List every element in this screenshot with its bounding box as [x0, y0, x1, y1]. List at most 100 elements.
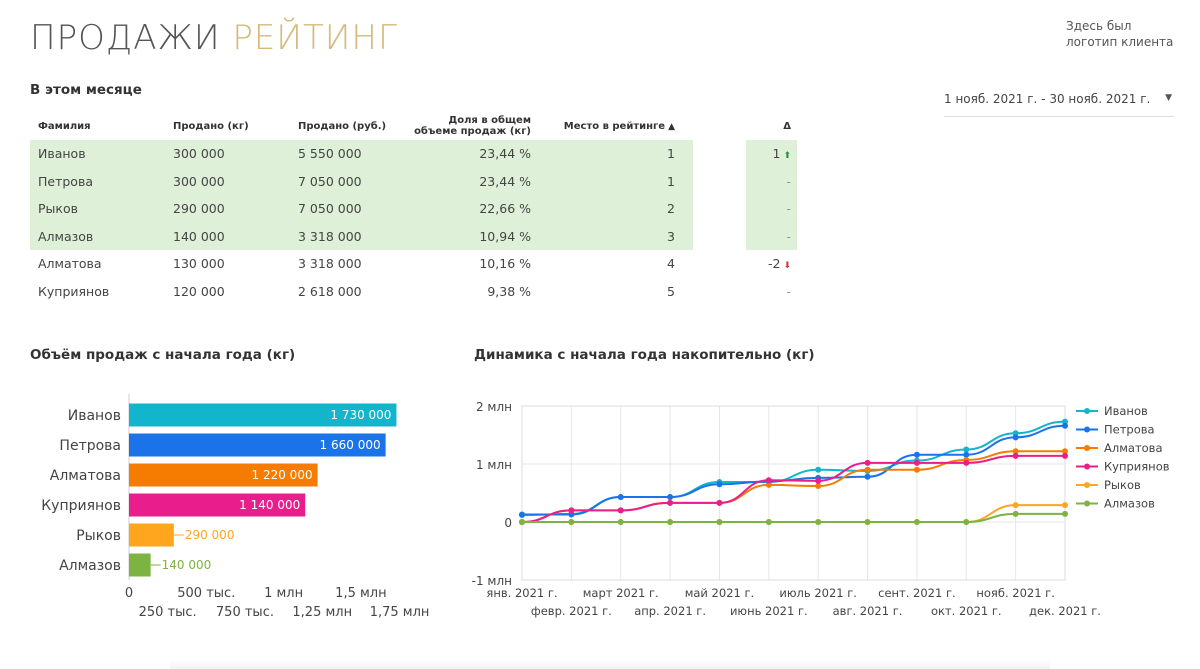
bar[interactable]: [129, 523, 174, 547]
line-x-tick-label: февр. 2021 г.: [531, 604, 612, 618]
col-header-delta[interactable]: Δ: [783, 120, 791, 132]
bar[interactable]: [129, 493, 306, 517]
bottom-shadow: [170, 660, 1050, 669]
line-point[interactable]: [667, 494, 674, 501]
line-x-tick-label: окт. 2021 г.: [931, 604, 1002, 618]
line-point[interactable]: [963, 446, 970, 453]
line-point[interactable]: [913, 466, 920, 473]
line-point[interactable]: [864, 466, 871, 473]
line-point[interactable]: [1062, 502, 1068, 509]
date-range-picker[interactable]: 1 нояб. 2021 г. - 30 нояб. 2021 г. ▼: [944, 86, 1174, 117]
col-header-place[interactable]: Место в рейтинге ▲: [531, 112, 693, 140]
line-point[interactable]: [1012, 452, 1019, 459]
line-point[interactable]: [1012, 434, 1019, 441]
line-point[interactable]: [864, 459, 871, 466]
line-point[interactable]: [519, 511, 525, 518]
cell-share: 23,44 %: [408, 167, 531, 195]
line-point[interactable]: [963, 519, 970, 525]
col-header-share-line1: Доля в общем: [448, 115, 531, 126]
cell-sold-kg: 290 000: [173, 195, 298, 223]
line-point[interactable]: [963, 459, 970, 466]
col-header-sold-kg[interactable]: Продано (кг): [173, 120, 249, 132]
cell-sold-rub: 2 618 000: [298, 283, 362, 299]
cell-surname: Куприянов: [38, 283, 110, 299]
cell-delta: -2 ⬇: [746, 250, 797, 278]
col-header-share[interactable]: Доля в общем объеме продаж (кг): [408, 112, 531, 140]
line-point[interactable]: [1062, 448, 1068, 455]
table-row[interactable]: Куприянов 120 000 2 618 000 9,38 % 5 -: [30, 278, 797, 306]
line-point[interactable]: [568, 507, 575, 514]
line-point[interactable]: [963, 451, 970, 458]
table-header-row: Фамилия Продано (кг) Продано (руб.) Доля…: [30, 112, 797, 140]
cell-delta: 1 ⬆: [746, 140, 797, 168]
bar[interactable]: [129, 463, 318, 487]
table-row[interactable]: Петрова 300 000 7 050 000 23,44 % 1 -: [30, 167, 797, 195]
line-point[interactable]: [667, 519, 674, 525]
line-point[interactable]: [617, 494, 624, 501]
col-header-share-line2: объеме продаж (кг): [414, 126, 531, 137]
line-chart: -1 млн 0 1 млн 2 млн янв. 2021 г. февр. 2021 …: [472, 400, 1170, 618]
table-row[interactable]: Рыков 290 000 7 050 000 22,66 % 2 -: [30, 195, 797, 223]
sort-ascending-icon[interactable]: ▲: [668, 121, 675, 132]
line-point[interactable]: [716, 519, 723, 525]
line-point[interactable]: [765, 519, 772, 525]
bar[interactable]: [129, 433, 386, 457]
client-logo-placeholder: Здесь был логотип клиента: [1066, 18, 1173, 50]
legend-swatch-dot: [1084, 500, 1090, 507]
legend-entry-label[interactable]: Куприянов: [1104, 460, 1170, 474]
line-point[interactable]: [864, 473, 871, 480]
line-x-tick-label: май 2021 г.: [685, 586, 754, 600]
line-y-tick-label: 0: [504, 516, 512, 530]
delta-value: -2: [767, 256, 781, 272]
line-point[interactable]: [1062, 510, 1068, 517]
legend-entry-label[interactable]: Иванов: [1104, 404, 1148, 418]
table-row[interactable]: Алмазов 140 000 3 318 000 10,94 % 3 -: [30, 222, 797, 250]
cell-sold-kg: 300 000: [173, 140, 298, 168]
col-header-surname[interactable]: Фамилия: [38, 120, 91, 132]
col-header-sold-rub[interactable]: Продано (руб.): [298, 120, 387, 132]
line-point[interactable]: [568, 519, 575, 525]
table-row[interactable]: Иванов 300 000 5 550 000 23,44 % 1 1 ⬆: [30, 140, 797, 168]
bar-x-tick-label: 250 тыс.: [139, 605, 197, 620]
chevron-down-icon[interactable]: ▼: [1165, 93, 1172, 103]
cell-place: 2: [531, 195, 693, 223]
line-point[interactable]: [765, 481, 772, 488]
line-point[interactable]: [716, 481, 723, 488]
table-row[interactable]: Алматова 130 000 3 318 000 10,16 % 4 -2 ⬇: [30, 250, 797, 278]
line-point[interactable]: [716, 499, 723, 506]
line-point[interactable]: [1062, 452, 1068, 459]
bar[interactable]: [129, 403, 397, 427]
bar-category-label: Рыков: [76, 528, 121, 544]
line-point[interactable]: [815, 477, 822, 484]
bar-category-label: Иванов: [68, 408, 121, 424]
line-point[interactable]: [1012, 502, 1019, 509]
cell-sold-rub: 7 050 000: [298, 195, 408, 223]
cell-sold-kg: 120 000: [173, 283, 225, 299]
legend-entry-label[interactable]: Алмазов: [1104, 497, 1155, 511]
line-point[interactable]: [765, 477, 772, 484]
line-point[interactable]: [519, 519, 525, 525]
line-point[interactable]: [1012, 510, 1019, 517]
cell-gap: [693, 278, 746, 306]
line-point[interactable]: [864, 519, 871, 525]
line-point[interactable]: [617, 519, 624, 525]
line-point[interactable]: [913, 459, 920, 466]
cell-surname: Алматова: [38, 256, 102, 272]
bar-x-tick-label: 1,25 млн: [292, 605, 352, 620]
line-point[interactable]: [913, 519, 920, 525]
legend-entry-label[interactable]: Алматова: [1104, 441, 1163, 455]
bar[interactable]: [129, 553, 151, 577]
line-point[interactable]: [1062, 422, 1068, 429]
bar-value-label: 290 000: [185, 528, 235, 542]
line-x-tick-label: дек. 2021 г.: [1029, 604, 1101, 618]
line-point[interactable]: [913, 451, 920, 458]
legend-entry-label[interactable]: Петрова: [1104, 423, 1155, 437]
line-point[interactable]: [667, 499, 674, 506]
line-point[interactable]: [1012, 448, 1019, 455]
line-point[interactable]: [617, 507, 624, 514]
bar-x-tick-label: 1 млн: [264, 586, 303, 601]
legend-entry-label[interactable]: Рыков: [1104, 478, 1141, 492]
line-point[interactable]: [815, 483, 822, 490]
line-point[interactable]: [815, 466, 822, 473]
line-point[interactable]: [815, 519, 822, 525]
